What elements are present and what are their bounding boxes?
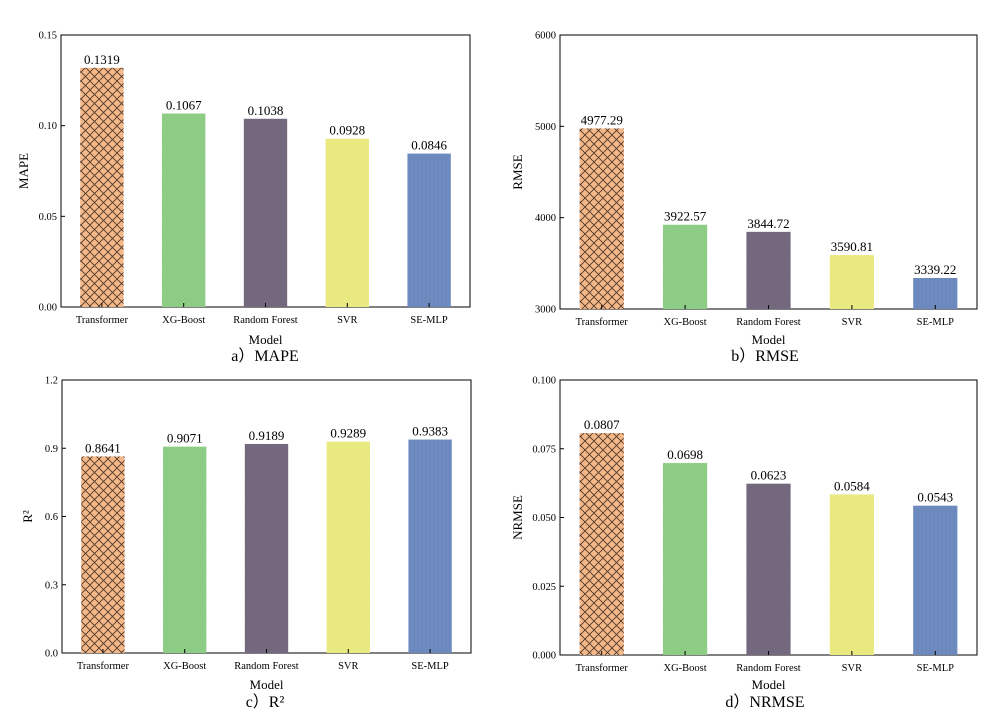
rmse-data-label: 3844.72 xyxy=(747,216,789,231)
mape-y-tick-label: 0.00 xyxy=(39,303,57,314)
rmse-panel: 3000 4000 5000 6000 Transformer 4977.29 XG-Boo… xyxy=(510,31,978,365)
rmse-data-label: 4977.29 xyxy=(581,112,623,127)
mape-x-tick-label: Random Forest xyxy=(233,315,298,326)
mape-data-label: 0.0846 xyxy=(411,138,447,153)
nrmse-x-axis-title: Model xyxy=(752,677,786,692)
mape-data-label: 0.0928 xyxy=(329,123,365,138)
r2-panel: 0.0 0.3 0.6 0.9 1.2 Transformer 0.8641 XG-Boost… xyxy=(20,376,472,711)
nrmse-panel: 0.000 0.025 0.050 0.075 0.100 Transformer 0.08… xyxy=(510,376,978,711)
mape-y-tick-label: 0.05 xyxy=(39,212,57,223)
mape-bar-transformer xyxy=(80,67,124,307)
nrmse-y-tick-label: 0.050 xyxy=(532,513,556,524)
r2-caption: c）R² xyxy=(246,693,285,711)
rmse-y-tick-label: 5000 xyxy=(535,122,556,133)
r2-bar-svr xyxy=(326,441,370,653)
rmse-bar-transformer xyxy=(579,128,624,309)
rmse-bar-xg-boost xyxy=(662,224,708,309)
rmse-x-axis-title: Model xyxy=(752,332,786,347)
rmse-bar-svr xyxy=(829,255,875,309)
rmse-data-label: 3590.81 xyxy=(831,239,873,254)
rmse-y-tick-label: 4000 xyxy=(535,213,556,224)
mape-x-tick-label: SE-MLP xyxy=(410,315,448,326)
r2-y-tick-label: 0.9 xyxy=(45,444,58,455)
mape-x-axis-title: Model xyxy=(249,332,283,347)
r2-x-tick-label: XG-Boost xyxy=(163,661,206,672)
mape-bar-xg-boost xyxy=(162,113,206,307)
nrmse-data-label: 0.0543 xyxy=(917,490,953,505)
mape-panel: 0.00 0.05 0.10 0.15 Transformer 0.1319 XG-Boos… xyxy=(16,31,471,365)
rmse-bar-se-mlp xyxy=(913,278,958,309)
rmse-y-axis-title: RMSE xyxy=(510,154,525,189)
mape-x-tick-label: SVR xyxy=(337,315,357,326)
mape-x-tick-label: Transformer xyxy=(76,315,129,326)
mape-y-tick-label: 0.10 xyxy=(39,121,57,132)
mape-data-label: 0.1038 xyxy=(248,103,284,118)
nrmse-bar-random-forest xyxy=(746,483,791,655)
r2-y-axis-title: R² xyxy=(20,510,35,523)
r2-y-tick-label: 0.3 xyxy=(45,580,58,591)
nrmse-data-label: 0.0698 xyxy=(667,447,703,462)
rmse-x-tick-label: XG-Boost xyxy=(664,317,707,328)
nrmse-bar-se-mlp xyxy=(913,505,958,655)
r2-y-tick-label: 0.6 xyxy=(45,512,58,523)
r2-data-label: 0.9383 xyxy=(412,424,448,439)
rmse-y-tick-label: 3000 xyxy=(535,305,556,316)
rmse-data-label: 3339.22 xyxy=(914,262,956,277)
r2-data-label: 0.9071 xyxy=(167,431,203,446)
nrmse-caption: d）NRMSE xyxy=(725,693,804,711)
rmse-x-tick-label: Transformer xyxy=(576,317,629,328)
rmse-x-tick-label: SVR xyxy=(842,317,862,328)
mape-data-label: 0.1067 xyxy=(166,98,202,113)
rmse-data-label: 3922.57 xyxy=(664,209,707,224)
nrmse-x-tick-label: Transformer xyxy=(576,663,629,674)
nrmse-bar-transformer xyxy=(579,433,624,655)
nrmse-data-label: 0.0807 xyxy=(584,417,620,432)
nrmse-bar-xg-boost xyxy=(662,463,708,655)
rmse-x-tick-label: Random Forest xyxy=(736,317,801,328)
nrmse-y-tick-label: 0.025 xyxy=(532,582,556,593)
mape-bar-se-mlp xyxy=(407,153,451,307)
rmse-x-tick-label: SE-MLP xyxy=(917,317,955,328)
nrmse-x-tick-label: SE-MLP xyxy=(917,663,955,674)
r2-bar-xg-boost xyxy=(163,446,207,653)
mape-bar-svr xyxy=(325,138,369,307)
r2-data-label: 0.9289 xyxy=(330,426,366,441)
nrmse-x-tick-label: Random Forest xyxy=(736,663,801,674)
r2-data-label: 0.8641 xyxy=(85,440,121,455)
nrmse-y-tick-label: 0.000 xyxy=(532,651,556,662)
nrmse-y-tick-label: 0.100 xyxy=(532,376,556,387)
r2-data-label: 0.9189 xyxy=(249,428,285,443)
r2-y-tick-label: 1.2 xyxy=(45,376,58,387)
rmse-bar-random-forest xyxy=(746,231,791,309)
mape-y-tick-label: 0.15 xyxy=(39,31,57,42)
mape-caption: a）MAPE xyxy=(231,347,299,365)
nrmse-data-label: 0.0623 xyxy=(751,468,787,483)
mape-x-tick-label: XG-Boost xyxy=(162,315,205,326)
r2-bar-random-forest xyxy=(244,443,289,653)
nrmse-bar-svr xyxy=(829,494,875,655)
rmse-y-tick-label: 6000 xyxy=(535,31,556,42)
r2-y-tick-label: 0.0 xyxy=(45,649,58,660)
r2-x-tick-label: SE-MLP xyxy=(411,661,449,672)
nrmse-y-tick-label: 0.075 xyxy=(532,444,556,455)
nrmse-x-tick-label: XG-Boost xyxy=(664,663,707,674)
rmse-caption: b）RMSE xyxy=(731,347,799,365)
r2-x-tick-label: Random Forest xyxy=(234,661,299,672)
r2-x-axis-title: Model xyxy=(250,677,284,692)
nrmse-x-tick-label: SVR xyxy=(842,663,862,674)
r2-x-tick-label: Transformer xyxy=(77,661,130,672)
nrmse-data-label: 0.0584 xyxy=(834,478,870,493)
r2-bar-se-mlp xyxy=(408,439,452,653)
mape-bar-random-forest xyxy=(243,118,288,307)
r2-bar-transformer xyxy=(81,456,125,653)
nrmse-y-axis-title: NRMSE xyxy=(510,495,525,540)
mape-data-label: 0.1319 xyxy=(84,52,120,67)
mape-y-axis-title: MAPE xyxy=(16,153,31,189)
r2-x-tick-label: SVR xyxy=(338,661,358,672)
